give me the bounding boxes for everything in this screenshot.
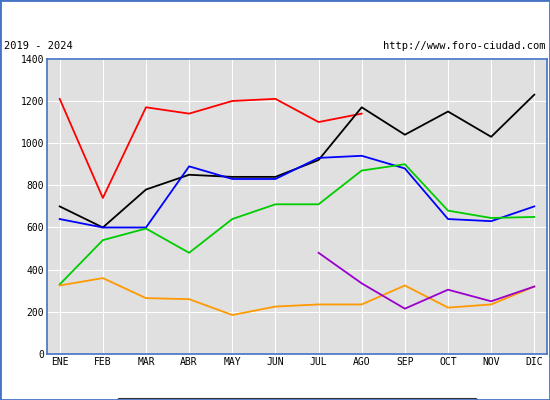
Legend: 2024, 2023, 2022, 2021, 2020, 2019: 2024, 2023, 2022, 2021, 2020, 2019 [117,398,477,400]
Text: http://www.foro-ciudad.com: http://www.foro-ciudad.com [383,41,546,51]
Text: 2019 - 2024: 2019 - 2024 [4,41,73,51]
Text: Evolucion Nº Turistas Extranjeros en el municipio de Jerez de los Caballeros: Evolucion Nº Turistas Extranjeros en el … [4,10,546,23]
